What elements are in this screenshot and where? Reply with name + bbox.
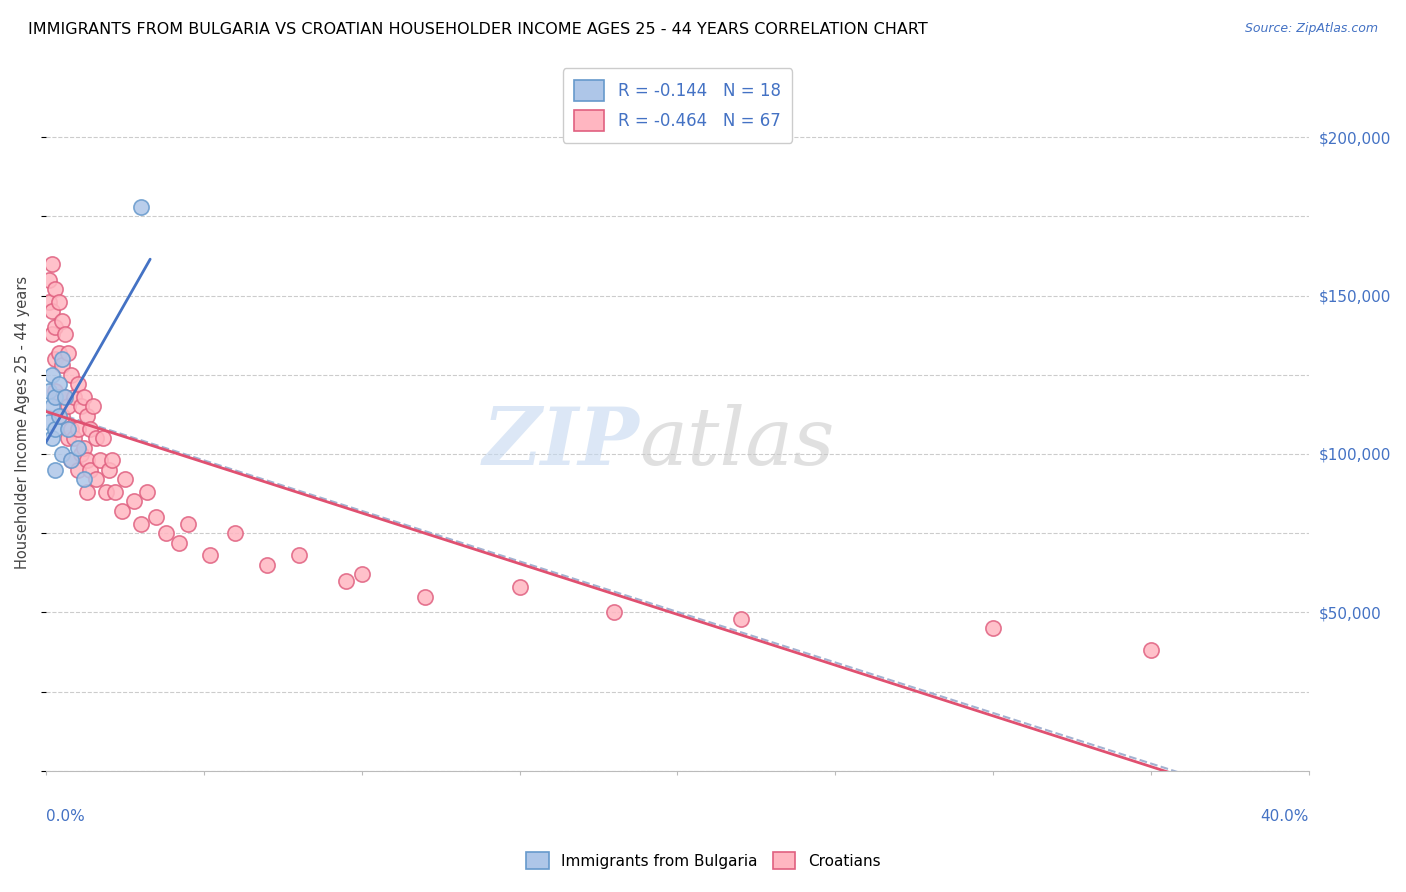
Point (56, 400, 79, 414)
Point (86, 472, 108, 486)
Text: Source: ZipAtlas.com: Source: ZipAtlas.com (1244, 22, 1378, 36)
Point (177, 516, 200, 531)
Point (41, 304, 63, 318)
Point (86, 431, 108, 445)
Point (44, 390, 66, 404)
Point (730, 612, 752, 626)
Point (44, 463, 66, 477)
Point (1140, 643, 1163, 657)
Point (56, 431, 79, 445)
Point (104, 485, 127, 500)
Point (981, 621, 1004, 635)
Point (38, 384, 60, 398)
Point (48, 377, 70, 392)
Point (124, 494, 146, 508)
Point (48, 295, 70, 310)
Text: 40.0%: 40.0% (1261, 809, 1309, 824)
Point (94, 485, 117, 500)
Point (66, 463, 89, 477)
Text: 0.0%: 0.0% (46, 809, 84, 824)
Point (41, 431, 63, 445)
Legend: R = -0.144   N = 18, R = -0.464   N = 67: R = -0.144 N = 18, R = -0.464 N = 67 (562, 69, 792, 143)
Point (60, 422, 83, 436)
Point (69, 400, 91, 414)
Point (38, 295, 60, 310)
Point (73, 390, 96, 404)
Point (60, 368, 83, 382)
Point (44, 351, 66, 366)
Point (76, 453, 98, 467)
Point (76, 409, 98, 423)
Point (60, 453, 83, 467)
Point (413, 590, 436, 604)
Point (89, 453, 111, 467)
Point (114, 472, 136, 486)
Point (69, 447, 91, 461)
Point (79, 422, 101, 436)
Point (91, 431, 114, 445)
Point (79, 463, 101, 477)
Point (350, 567, 373, 582)
Point (51, 314, 73, 328)
Point (56, 422, 79, 436)
Point (48, 409, 70, 423)
Point (129, 200, 152, 214)
Point (41, 368, 63, 382)
Point (48, 345, 70, 359)
Point (38, 273, 60, 287)
Point (51, 359, 73, 373)
Point (76, 485, 98, 500)
Point (51, 351, 73, 366)
Point (41, 257, 63, 271)
Point (41, 326, 63, 341)
Point (256, 558, 278, 572)
Y-axis label: Householder Income Ages 25 - 44 years: Householder Income Ages 25 - 44 years (15, 276, 30, 569)
Point (98, 463, 121, 477)
Point (224, 526, 246, 541)
Point (101, 453, 124, 467)
Point (73, 441, 96, 455)
Point (111, 504, 134, 518)
Text: IMMIGRANTS FROM BULGARIA VS CROATIAN HOUSEHOLDER INCOME AGES 25 - 44 YEARS CORRE: IMMIGRANTS FROM BULGARIA VS CROATIAN HOU… (28, 22, 928, 37)
Point (167, 535, 190, 549)
Point (53, 326, 76, 341)
Point (53, 390, 76, 404)
Point (56, 345, 79, 359)
Point (44, 384, 66, 398)
Point (53, 390, 76, 404)
Point (82, 400, 104, 414)
Point (287, 549, 309, 563)
Point (44, 422, 66, 436)
Text: ZIP: ZIP (482, 404, 640, 482)
Point (51, 409, 73, 423)
Point (60, 453, 83, 467)
Point (44, 320, 66, 334)
Legend: Immigrants from Bulgaria, Croatians: Immigrants from Bulgaria, Croatians (520, 846, 886, 875)
Point (155, 526, 177, 541)
Point (66, 377, 89, 392)
Point (41, 400, 63, 414)
Point (198, 549, 221, 563)
Point (335, 574, 357, 588)
Point (48, 390, 70, 404)
Point (509, 580, 531, 594)
Point (129, 516, 152, 531)
Point (145, 510, 167, 524)
Point (603, 605, 626, 619)
Point (136, 485, 159, 500)
Point (66, 422, 89, 436)
Text: atlas: atlas (640, 404, 835, 482)
Point (51, 447, 73, 461)
Point (38, 415, 60, 429)
Point (63, 431, 86, 445)
Point (73, 472, 96, 486)
Point (63, 390, 86, 404)
Point (66, 441, 89, 455)
Point (44, 282, 66, 296)
